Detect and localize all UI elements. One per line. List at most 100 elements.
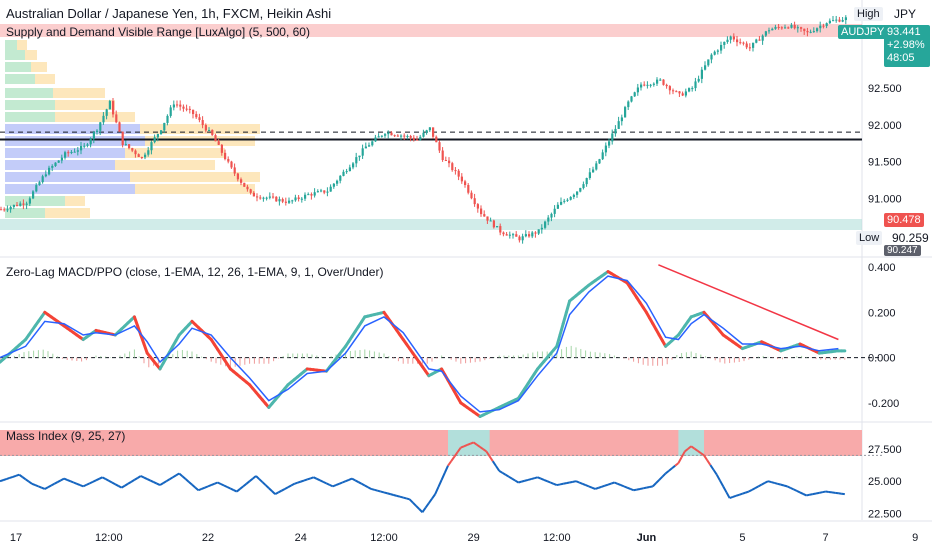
candle-body (124, 144, 127, 146)
candle-body (656, 79, 659, 84)
mass-index-segment (431, 493, 437, 500)
mass-index-segment (393, 494, 398, 497)
candle-body (163, 122, 166, 131)
candle-body (419, 136, 422, 140)
mass-index-segment (354, 479, 359, 483)
mass-index-segment (313, 476, 318, 480)
candle-body (134, 150, 137, 155)
candle-body (89, 138, 92, 145)
candle-body (192, 109, 195, 115)
candle-body (473, 198, 476, 205)
candle-body (697, 78, 700, 82)
mass-index-segment (277, 489, 283, 494)
mass-index-segment (680, 450, 686, 458)
candle-body (384, 134, 387, 136)
macd-line-segment (558, 322, 565, 337)
mass-index-segment (396, 494, 401, 498)
mass-index-segment (162, 480, 167, 484)
mass-index-segment (325, 482, 331, 486)
candle-body (310, 194, 313, 196)
mass-index-segment (412, 501, 417, 507)
candle-body (169, 107, 172, 116)
mass-index-segment (92, 479, 97, 483)
candle-body (515, 234, 518, 237)
mass-index-segment (223, 484, 228, 488)
candle-body (288, 200, 291, 203)
mass-index-segment (774, 481, 778, 485)
candle-body (368, 145, 371, 147)
candle-body (825, 23, 828, 27)
candle-body (19, 203, 22, 206)
mass-index-segment (82, 483, 87, 488)
candle-body (352, 163, 355, 168)
mass-index-highlight (448, 430, 490, 456)
mass-index-segment (601, 484, 606, 488)
candle-body (291, 200, 294, 202)
candle-body (620, 117, 623, 122)
candle-body (214, 135, 217, 142)
mass-index-segment (488, 455, 494, 462)
mass-axis-tick: 25.000 (868, 476, 902, 488)
candle-body (249, 189, 252, 193)
mass-index-segment (284, 486, 289, 490)
volume-profile-bar (5, 124, 140, 134)
candle-body (364, 146, 367, 149)
mass-index-segment (796, 489, 801, 494)
candle-body (179, 104, 182, 107)
candle-body (627, 101, 630, 108)
mass-index-segment (729, 495, 734, 499)
mass-index-segment (661, 472, 667, 478)
mass-index-segment (380, 490, 385, 494)
mass-index-segment (626, 486, 631, 490)
mass-index-segment (127, 480, 132, 485)
mass-index-segment (121, 484, 126, 489)
mass-index-segment (527, 478, 532, 481)
candle-body (441, 150, 444, 161)
volume-profile-bar (5, 50, 25, 60)
candle-body (726, 39, 729, 42)
mass-index-segment (181, 475, 187, 480)
mass-index-segment (440, 472, 446, 481)
candle-body (345, 171, 348, 173)
mass-index-segment (310, 476, 314, 480)
candle-body (70, 151, 73, 153)
candle-body (211, 130, 214, 136)
candle-body (22, 203, 25, 205)
mass-index-segment (719, 480, 725, 487)
candle-body (710, 54, 713, 60)
candle-body (665, 84, 668, 87)
mass-index-segment (690, 445, 695, 450)
mass-index-segment (15, 473, 20, 477)
candle-body (121, 131, 124, 146)
price-axis-tick: 91.500 (868, 157, 902, 169)
mass-index-segment (153, 481, 158, 485)
indicator-label-supply-demand: Supply and Demand Visible Range [LuxAlgo… (6, 25, 310, 39)
candle-body (92, 132, 95, 139)
candle-body (544, 221, 547, 228)
candle-body (707, 59, 710, 66)
candle-body (240, 179, 243, 183)
candle-body (588, 172, 591, 179)
mass-index-segment (780, 483, 785, 487)
mass-index-segment (822, 490, 826, 494)
candle-body (32, 191, 35, 199)
candle-body (537, 229, 540, 234)
candle-body (512, 234, 515, 236)
candle-body (739, 42, 742, 44)
mass-index-segment (383, 491, 388, 495)
candle-body (531, 232, 534, 237)
mass-index-segment (761, 482, 766, 486)
candle-body (464, 181, 467, 186)
mass-index-segment (563, 482, 567, 485)
candle-body (713, 51, 716, 55)
candle-body (438, 142, 441, 151)
mass-index-segment (348, 477, 353, 481)
mass-index-segment (594, 486, 599, 490)
mass-index-segment (377, 489, 382, 493)
candle-body (44, 174, 47, 177)
mass-index-segment (114, 483, 119, 487)
candle-body (73, 151, 76, 153)
mass-index-segment (117, 485, 123, 489)
